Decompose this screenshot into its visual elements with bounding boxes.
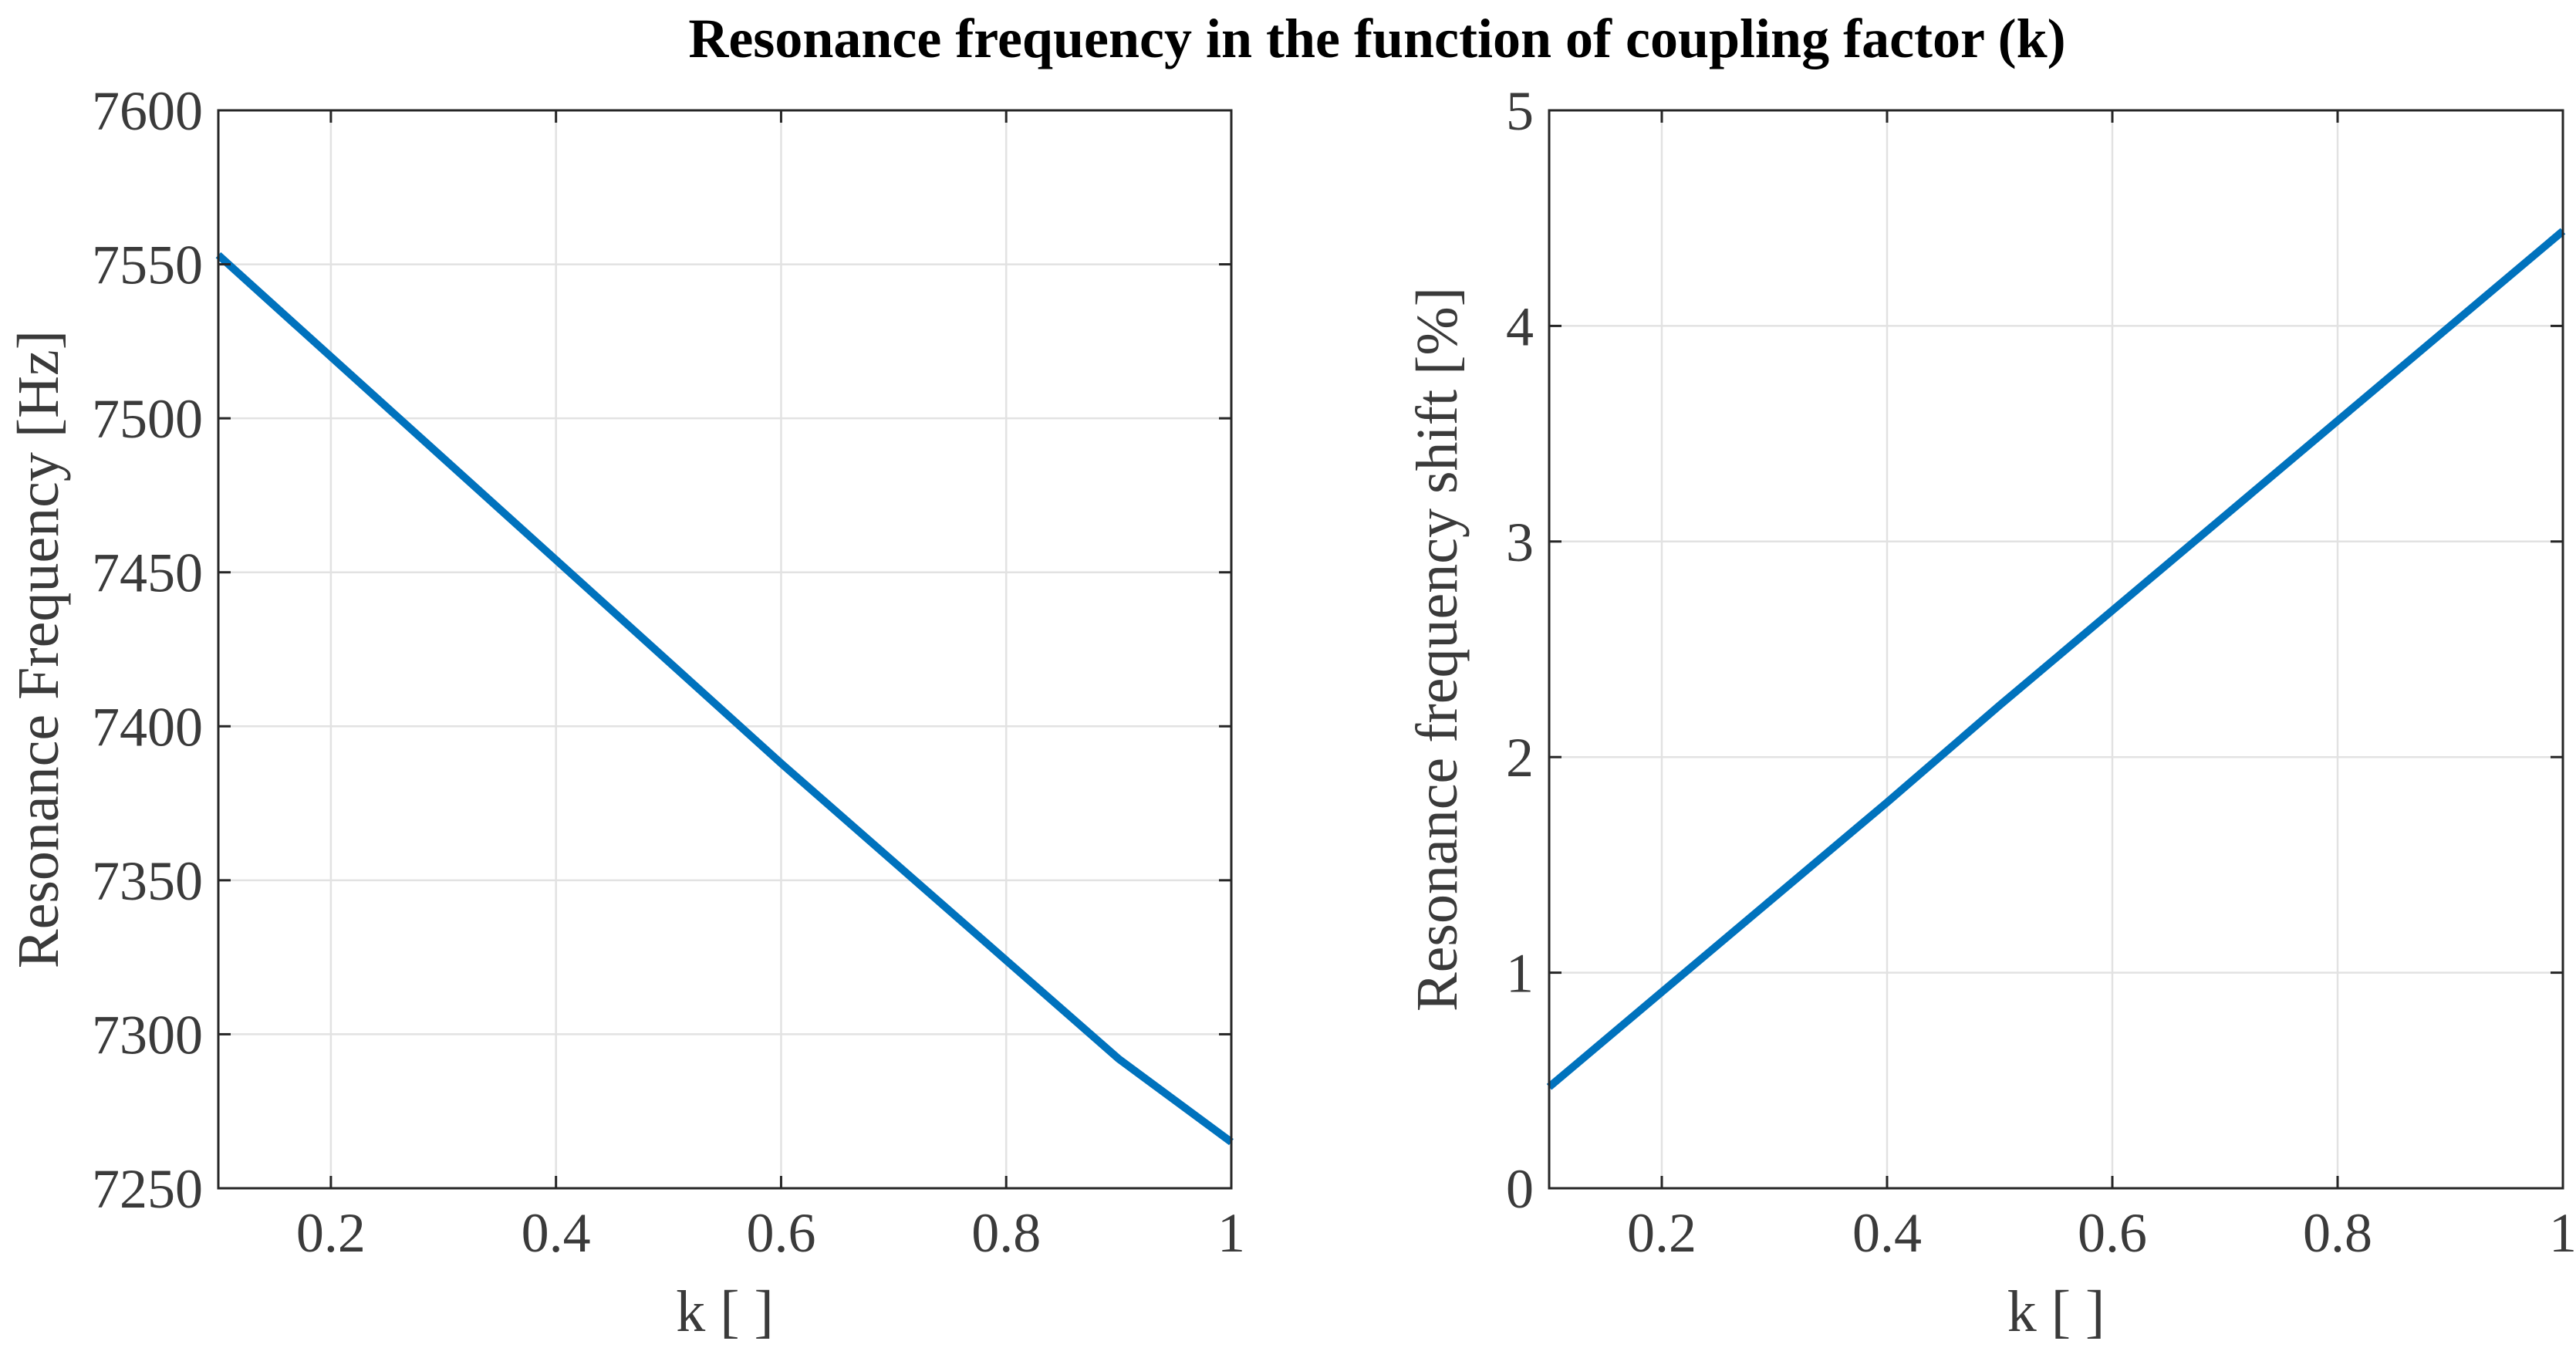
right-chart-x-tick-label: 1 — [2549, 1202, 2576, 1264]
right-chart-series-line — [1546, 228, 2566, 1090]
left-chart-x-tick-label: 0.4 — [522, 1202, 591, 1264]
left-chart-y-tick-label: 7400 — [92, 696, 203, 758]
left-chart-y-tick-label: 7600 — [92, 80, 203, 142]
left-chart-y-tick-label: 7350 — [92, 850, 203, 912]
left-chart-y-tick-label: 7300 — [92, 1004, 203, 1066]
left-chart-y-tick-label: 7500 — [92, 388, 203, 450]
left-chart-x-axis-label: k [ ] — [676, 1279, 774, 1344]
right-chart-y-tick-label: 0 — [1506, 1158, 1534, 1220]
left-chart-y-tick-label: 7550 — [92, 235, 203, 296]
right-chart-x-tick-label: 0.2 — [1627, 1202, 1697, 1264]
figure-title: Resonance frequency in the function of c… — [688, 8, 2065, 69]
right-chart-axes-frame — [1548, 109, 2564, 1190]
right-chart-x-axis-label: k [ ] — [2007, 1279, 2105, 1344]
right-chart-y-tick-label: 3 — [1506, 512, 1534, 573]
right-chart-y-tick-label: 4 — [1506, 296, 1534, 357]
right-chart-x-tick-label: 0.4 — [1852, 1202, 1922, 1264]
right-chart-y-axis-label: Resonance frequency shift [%] — [1405, 287, 1470, 1012]
left-chart: 0.2 0.4 0.6 0.8 1 7250 7300 7350 7400 7450 7500 755… — [6, 80, 1245, 1344]
right-chart-tick-labels: 0.2 0.4 0.6 0.8 1 0 1 2 3 4 5 — [1506, 80, 2576, 1264]
left-chart-series — [215, 252, 1234, 1146]
left-chart-axes-frame — [217, 109, 1233, 1190]
right-chart-x-tick-label: 0.8 — [2303, 1202, 2372, 1264]
right-chart: 0.2 0.4 0.6 0.8 1 0 1 2 3 4 5 k [ ] Resonance freq… — [1405, 80, 2576, 1344]
left-chart-x-tick-label: 0.6 — [746, 1202, 815, 1264]
left-chart-tick-labels: 0.2 0.4 0.6 0.8 1 7250 7300 7350 7400 7450 7500 755… — [92, 80, 1245, 1264]
right-chart-series — [1546, 228, 2566, 1090]
left-chart-x-tick-label: 0.8 — [971, 1202, 1041, 1264]
left-chart-y-axis-label: Resonance Frequency [Hz] — [6, 330, 71, 968]
left-chart-series-line — [215, 252, 1234, 1146]
left-chart-y-tick-label: 7250 — [92, 1158, 203, 1220]
left-chart-x-tick-label: 0.2 — [296, 1202, 366, 1264]
right-chart-y-tick-label: 5 — [1506, 80, 1534, 142]
right-chart-y-tick-label: 1 — [1506, 943, 1534, 1005]
right-chart-y-tick-label: 2 — [1506, 727, 1534, 789]
left-chart-y-tick-label: 7450 — [92, 542, 203, 604]
left-chart-x-tick-label: 1 — [1217, 1202, 1245, 1264]
right-chart-ticks — [1549, 109, 2564, 1190]
right-chart-x-tick-label: 0.6 — [2078, 1202, 2147, 1264]
left-chart-ticks — [218, 109, 1233, 1190]
